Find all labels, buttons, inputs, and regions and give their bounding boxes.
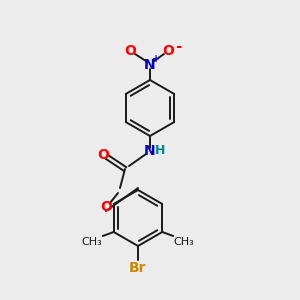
Text: N: N [144,58,156,72]
Text: H: H [155,143,165,157]
Text: CH₃: CH₃ [81,237,102,247]
Text: O: O [124,44,136,58]
Text: CH₃: CH₃ [174,237,195,247]
Text: Br: Br [129,261,147,275]
Text: O: O [162,44,174,58]
Text: O: O [97,148,109,162]
Text: N: N [144,144,156,158]
Text: +: + [152,54,160,64]
Text: -: - [175,40,181,55]
Text: O: O [100,200,112,214]
